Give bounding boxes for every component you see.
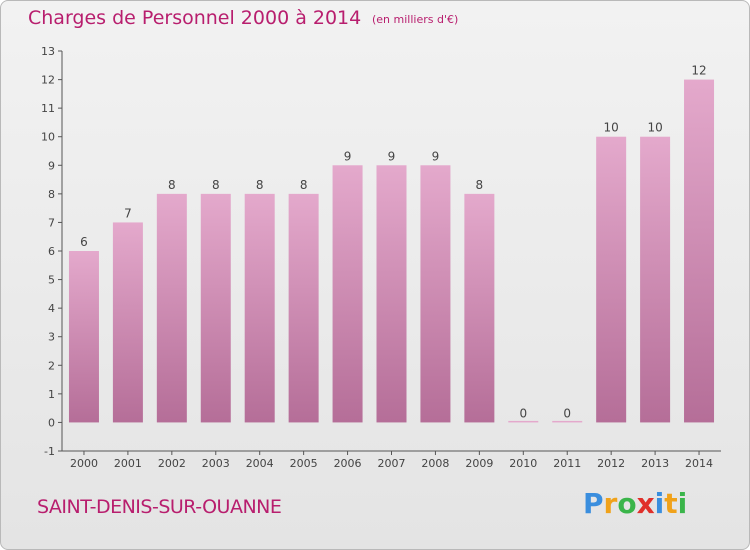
bar-value-label: 8 bbox=[168, 178, 176, 192]
bar bbox=[640, 136, 671, 423]
y-tick-label: 2 bbox=[48, 359, 55, 372]
bar-value-label: 9 bbox=[432, 149, 440, 163]
x-tick-label: 2010 bbox=[509, 457, 537, 470]
bar-value-label: 8 bbox=[212, 178, 220, 192]
y-tick-label: 4 bbox=[48, 302, 55, 315]
x-tick-label: 2007 bbox=[378, 457, 406, 470]
x-tick-label: 2009 bbox=[465, 457, 493, 470]
y-tick-label: 8 bbox=[48, 188, 55, 201]
bar bbox=[244, 193, 275, 423]
logo-letter: P bbox=[583, 487, 604, 520]
y-tick-label: 13 bbox=[41, 45, 55, 58]
bar-value-label: 0 bbox=[563, 406, 571, 420]
proxiti-logo[interactable]: Proxiti bbox=[583, 487, 687, 520]
x-tick-label: 2004 bbox=[246, 457, 274, 470]
bar bbox=[596, 136, 627, 423]
bar bbox=[464, 193, 495, 423]
bar bbox=[552, 420, 583, 423]
bar bbox=[508, 420, 539, 423]
x-tick-label: 2002 bbox=[158, 457, 186, 470]
y-tick-label: 9 bbox=[48, 159, 55, 172]
bar bbox=[376, 165, 407, 423]
y-tick-label: 6 bbox=[48, 245, 55, 258]
bar bbox=[68, 251, 99, 423]
bar-value-label: 6 bbox=[80, 235, 88, 249]
y-tick-label: 3 bbox=[48, 331, 55, 344]
x-tick-label: 2011 bbox=[553, 457, 581, 470]
bar-value-label: 9 bbox=[388, 149, 396, 163]
y-tick-label: 5 bbox=[48, 274, 55, 287]
logo-letter: i bbox=[654, 487, 665, 520]
commune-name: SAINT-DENIS-SUR-OUANNE bbox=[37, 496, 282, 518]
y-tick-label: 7 bbox=[48, 216, 55, 229]
bar-value-label: 7 bbox=[124, 206, 132, 220]
x-tick-label: 2012 bbox=[597, 457, 625, 470]
bar bbox=[156, 193, 187, 423]
x-tick-label: 2013 bbox=[641, 457, 669, 470]
bar bbox=[112, 222, 143, 423]
y-tick-label: 11 bbox=[41, 102, 55, 115]
x-tick-label: 2001 bbox=[114, 457, 142, 470]
logo-letter: o bbox=[617, 487, 637, 520]
logo-letter: r bbox=[603, 487, 618, 520]
x-tick-label: 2014 bbox=[685, 457, 713, 470]
x-tick-label: 2003 bbox=[202, 457, 230, 470]
bar bbox=[332, 165, 363, 423]
x-tick-label: 2006 bbox=[334, 457, 362, 470]
y-tick-label: 0 bbox=[48, 416, 55, 429]
y-tick-label: 1 bbox=[48, 388, 55, 401]
y-tick-label: 10 bbox=[41, 131, 55, 144]
x-tick-label: 2000 bbox=[70, 457, 98, 470]
bar-value-label: 8 bbox=[256, 178, 264, 192]
bar bbox=[684, 79, 715, 423]
bar-value-label: 0 bbox=[519, 406, 527, 420]
bar-value-label: 8 bbox=[300, 178, 308, 192]
bar bbox=[200, 193, 231, 423]
x-tick-label: 2005 bbox=[290, 457, 318, 470]
bar-value-label: 12 bbox=[691, 64, 706, 78]
logo-letter: i bbox=[677, 487, 688, 520]
bar-value-label: 8 bbox=[476, 178, 484, 192]
bar bbox=[420, 165, 451, 423]
bar bbox=[288, 193, 319, 423]
x-tick-label: 2008 bbox=[421, 457, 449, 470]
y-tick-label: -1 bbox=[44, 445, 55, 458]
bar-value-label: 9 bbox=[344, 149, 352, 163]
chart-title: Charges de Personnel 2000 à 2014 bbox=[28, 7, 362, 29]
y-tick-label: 12 bbox=[41, 74, 55, 87]
logo-letter: x bbox=[636, 487, 655, 520]
chart-subtitle: (en milliers d'€) bbox=[372, 13, 459, 26]
bar-value-label: 10 bbox=[604, 121, 619, 135]
logo-letter: t bbox=[664, 487, 678, 520]
bar-value-label: 10 bbox=[647, 121, 662, 135]
